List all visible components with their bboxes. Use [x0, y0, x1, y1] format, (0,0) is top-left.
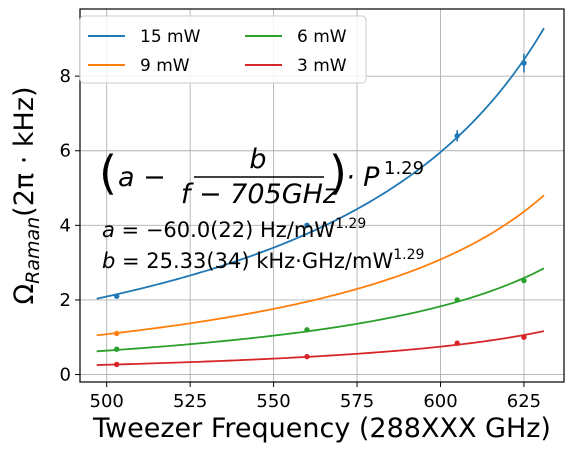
data-point-3mw — [521, 334, 527, 340]
formula-denominator: f − 705GHz — [181, 179, 338, 210]
x-tick-label: 600 — [423, 391, 457, 412]
b-exponent: 1.29 — [393, 247, 424, 263]
data-point-15mw — [304, 222, 310, 229]
y-tick-label: 2 — [60, 290, 71, 311]
x-tick-label: 500 — [90, 391, 124, 412]
data-point-6mw — [304, 327, 310, 333]
fit-curve-15mw — [96, 27, 545, 300]
a-value: = −60.0(22) Hz/mW — [115, 218, 335, 242]
y-axis-subscript: Raman — [22, 217, 44, 284]
data-point-3mw — [114, 361, 120, 368]
formula-a-term: a − — [118, 162, 166, 193]
y-axis-unit: (2π · kHz) — [9, 86, 40, 216]
x-tick-label: 525 — [173, 391, 207, 412]
annotation-a-line: a = −60.0(22) Hz/mW1.29 — [102, 216, 366, 242]
formula-numerator: b — [249, 144, 266, 175]
legend-box — [79, 15, 367, 84]
fit-curve-9mw — [96, 194, 545, 337]
legend-label-15mw: 15 mW — [140, 27, 201, 47]
data-point-6mw — [454, 297, 460, 303]
a-var: a — [102, 218, 115, 242]
data-point-3mw — [454, 340, 460, 346]
data-point-6mw — [114, 346, 120, 352]
formula-power-term: · P — [346, 162, 380, 193]
data-points — [114, 53, 527, 368]
data-point-15mw — [114, 293, 120, 299]
y-axis-title: ΩRaman(2π · kHz) — [9, 86, 44, 304]
legend-label-3mw: 3 mW — [297, 56, 347, 76]
data-point-9mw — [114, 330, 120, 337]
x-axis-title: Tweezer Frequency (288XXX GHz) — [92, 413, 551, 444]
fit-curve-3mw — [96, 330, 545, 366]
fit-curve-6mw — [96, 267, 545, 353]
data-point-3mw — [304, 353, 310, 360]
data-point-15mw — [521, 60, 527, 66]
formula-paren-right: ) — [329, 146, 347, 200]
data-point-6mw — [521, 277, 527, 284]
formula-exponent: 1.29 — [384, 158, 424, 179]
b-value: = 25.33(34) kHz·GHz/mW — [115, 249, 393, 273]
y-tick-label: 8 — [60, 66, 71, 87]
x-tick-label: 575 — [340, 391, 374, 412]
data-point-15mw — [454, 133, 460, 139]
x-tick-label: 625 — [507, 391, 541, 412]
b-var: b — [102, 249, 115, 273]
y-tick-label: 4 — [60, 215, 71, 236]
a-exponent: 1.29 — [335, 216, 366, 232]
annotation-b-line: b = 25.33(34) kHz·GHz/mW1.29 — [102, 247, 424, 273]
legend: 15 mW 9 mW 6 mW 3 mW — [79, 15, 367, 84]
formula-annotation: ( a − b f − 705GHz ) · P 1.29 a = −60.0(… — [99, 144, 424, 273]
formula-paren-left: ( — [99, 146, 117, 200]
fit-curves — [96, 27, 545, 366]
y-tick-label: 6 — [60, 141, 71, 162]
y-tick-label: 0 — [60, 365, 71, 386]
x-tick-label: 550 — [256, 391, 290, 412]
plot-frame — [79, 8, 565, 383]
y-axis-omega: Ω — [9, 284, 40, 305]
legend-label-9mw: 9 mW — [140, 56, 190, 76]
legend-label-6mw: 6 mW — [297, 27, 347, 47]
ticks: 500 525 550 575 600 625 0 2 4 6 8 — [60, 66, 542, 412]
